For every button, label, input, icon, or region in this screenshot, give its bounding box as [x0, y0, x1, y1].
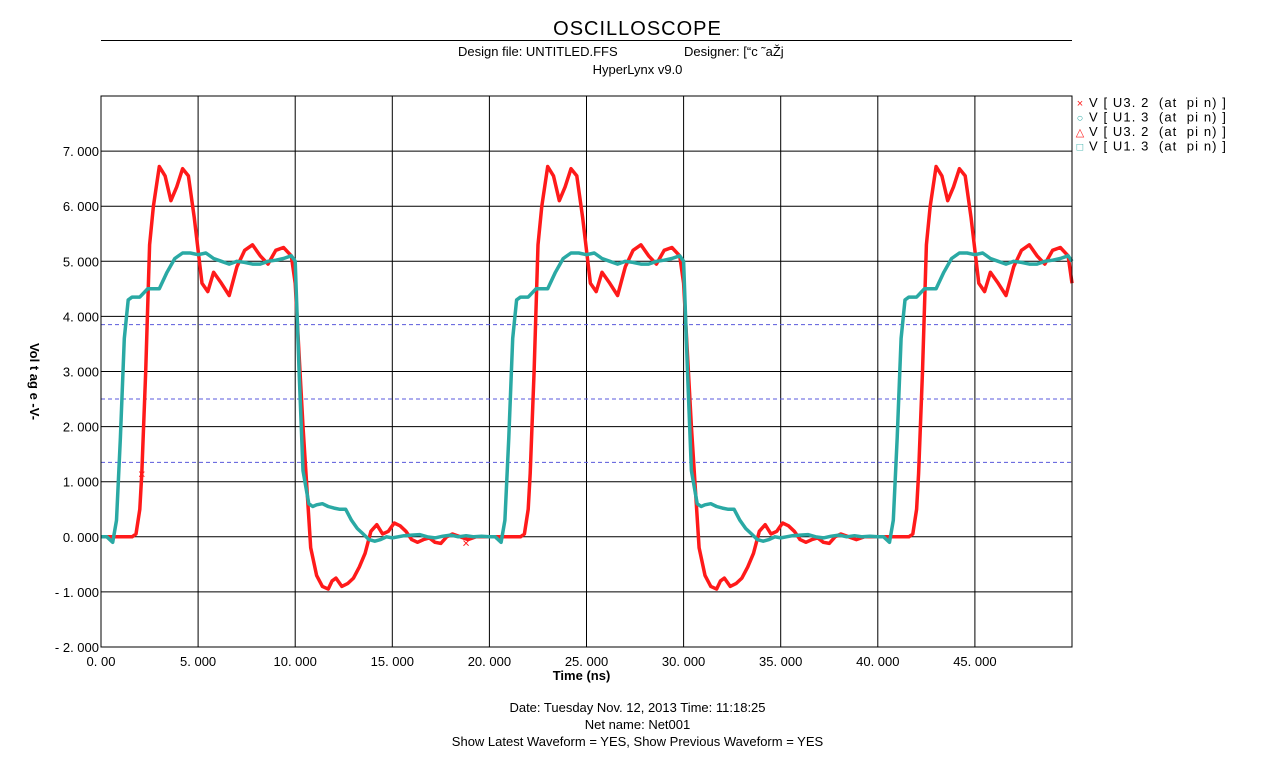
- threshold-lines: [101, 324, 1072, 463]
- title-divider: [101, 40, 1072, 41]
- legend-marker: ×: [1077, 98, 1083, 110]
- version-label: HyperLynx v9.0: [592, 62, 683, 77]
- y-tick-label: 2. 000: [63, 420, 99, 435]
- x-tick-label: 10. 000: [274, 654, 317, 669]
- design-file-label: Design file: UNTITLED.FFS: [458, 44, 618, 59]
- x-tick-label: 40. 000: [856, 654, 899, 669]
- legend-marker: △: [1076, 127, 1085, 139]
- legend-marker: □: [1077, 142, 1084, 154]
- show-waveform-label: Show Latest Waveform = YES, Show Previou…: [451, 734, 824, 749]
- x-tick-label: 15. 000: [371, 654, 414, 669]
- x-tick-label: 35. 000: [759, 654, 802, 669]
- x-tick-label: 25. 000: [565, 654, 608, 669]
- date-time-label: Date: Tuesday Nov. 12, 2013 Time: 11:18:…: [509, 700, 766, 715]
- grid-lines: [101, 96, 1072, 648]
- marker-x: ×: [462, 535, 470, 550]
- y-tick-label: 6. 000: [63, 199, 99, 214]
- x-axis-label: Time (ns): [553, 668, 611, 683]
- series-line-1: [101, 164, 1074, 591]
- x-tick-label: 5. 000: [180, 654, 216, 669]
- legend: × V [ U3. 2 (at pi n) ] ○ V [ U1. 3 (at pi …: [1076, 95, 1227, 154]
- legend-label: V [ U3. 2 (at pi n) ]: [1089, 95, 1227, 110]
- y-tick-label: 0. 000: [63, 530, 99, 545]
- y-tick-label: - 2. 000: [55, 640, 99, 655]
- legend-marker: ○: [1077, 113, 1084, 125]
- x-tick-label: 0. 00: [87, 654, 116, 669]
- x-tick-labels: 0. 00 5. 000 10. 000 15. 000 20. 000 25. 000 3…: [87, 654, 997, 669]
- designer-label: Designer: [“c ˜aŽj: [684, 44, 784, 59]
- waveform-series: [101, 164, 1074, 591]
- y-tick-label: 5. 000: [63, 254, 99, 269]
- series-markers: ××: [138, 466, 470, 550]
- x-tick-label: 30. 000: [662, 654, 705, 669]
- legend-label: V [ U3. 2 (at pi n) ]: [1089, 124, 1227, 139]
- legend-label: V [ U1. 3 (at pi n) ]: [1089, 110, 1227, 125]
- series-line-2: [101, 251, 1074, 545]
- y-tick-label: 1. 000: [63, 475, 99, 490]
- plot-frame: [100, 95, 1073, 648]
- legend-label: V [ U1. 3 (at pi n) ]: [1089, 139, 1227, 154]
- y-axis-label: Vol t ag e -V-: [27, 343, 42, 420]
- marker-x: ×: [138, 466, 146, 481]
- y-tick-label: - 1. 000: [55, 585, 99, 600]
- y-tick-label: 7. 000: [63, 144, 99, 159]
- y-tick-label: 4. 000: [63, 309, 99, 324]
- y-tick-label: 3. 000: [63, 365, 99, 380]
- net-name-label: Net name: Net001: [584, 717, 691, 732]
- y-tick-labels: - 2. 000 - 1. 000 0. 000 1. 000 2. 000 3. 000…: [55, 144, 99, 655]
- chart-title: OSCILLOSCOPE: [553, 18, 722, 40]
- x-tick-label: 45. 000: [953, 654, 996, 669]
- x-tick-label: 20. 000: [468, 654, 511, 669]
